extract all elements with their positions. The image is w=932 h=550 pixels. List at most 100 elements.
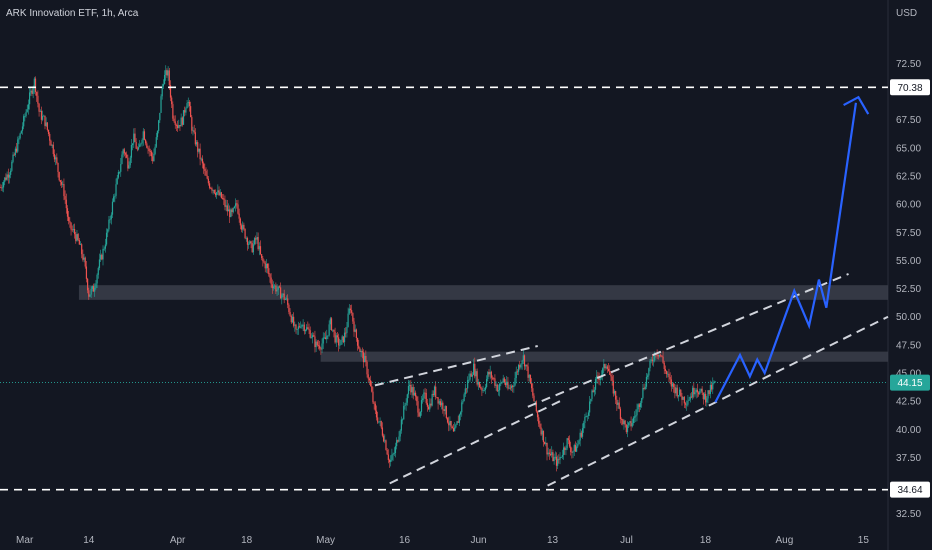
candle-body [461, 402, 463, 413]
candle-body [321, 343, 323, 350]
candle-body [369, 380, 372, 387]
candle-body [298, 326, 301, 328]
candle-body [85, 266, 88, 279]
candle-body [372, 391, 374, 403]
channel-1-upper-trendline[interactable] [374, 345, 538, 387]
candle-body [145, 139, 147, 144]
candle-body [239, 218, 241, 226]
candle-body [27, 104, 30, 110]
candle-body [531, 383, 533, 389]
candle-body [191, 117, 193, 131]
candle-body [219, 192, 221, 196]
upper-zone[interactable] [78, 285, 888, 300]
candle-body [142, 131, 144, 140]
candle-body [442, 402, 444, 410]
candle-body [552, 452, 554, 462]
support-badge [890, 481, 930, 498]
candle-body [204, 168, 206, 171]
candle-body [445, 406, 447, 419]
candle-body [361, 350, 363, 353]
candle-body [580, 432, 582, 437]
candle-body [473, 363, 475, 375]
candle-body [354, 329, 356, 332]
candle-body [654, 352, 656, 361]
projected-path-line[interactable] [714, 102, 858, 403]
candle-body [642, 388, 644, 398]
currency-label: USD [896, 8, 917, 19]
candle-body [532, 388, 534, 396]
candle-body [515, 371, 517, 379]
candle-body [300, 326, 302, 328]
candle-body [332, 329, 334, 331]
candle-body [203, 163, 205, 169]
candle-body [598, 377, 600, 380]
candle-body [182, 110, 185, 125]
candle-body [441, 402, 443, 406]
candle-body [135, 141, 137, 149]
candle-body [365, 355, 367, 362]
candle-body [696, 389, 698, 393]
candle-body [160, 96, 162, 113]
candle-body [514, 378, 516, 386]
x-tick-label: 18 [241, 535, 253, 546]
candle-body [11, 161, 13, 171]
channel-2-lower-trendline[interactable] [547, 315, 889, 487]
candle-body [714, 381, 716, 383]
y-tick-label: 57.50 [896, 228, 921, 239]
candle-body [366, 361, 368, 375]
candle-body [252, 244, 254, 253]
candle-body [75, 234, 77, 241]
candle-body [340, 339, 342, 345]
candle-body [210, 187, 212, 189]
candle-body [428, 406, 430, 410]
candle-body [266, 263, 269, 269]
x-tick-label: 16 [399, 535, 411, 546]
candle-body [392, 453, 394, 455]
candle-body [632, 417, 635, 424]
candle-body [12, 154, 14, 162]
candle-body [55, 157, 57, 160]
candle-body [560, 456, 562, 458]
candle-body [506, 381, 508, 386]
candle-body [258, 246, 260, 250]
candle-body [594, 378, 597, 390]
candle-body [596, 375, 598, 379]
candle-body [319, 345, 321, 349]
candle-body [73, 229, 76, 235]
candle-body [534, 401, 536, 403]
candle-body [355, 329, 357, 339]
channel-2-upper-trendline[interactable] [527, 273, 849, 408]
candle-body [58, 172, 60, 181]
candle-body [687, 400, 689, 405]
candle-body [291, 316, 294, 323]
candle-body [555, 456, 558, 466]
candle-body [29, 92, 31, 105]
channel-1-lower-trendline[interactable] [389, 399, 563, 485]
candle-body [296, 329, 298, 330]
candle-body [675, 387, 677, 394]
candle-body [700, 388, 702, 392]
candle-body [356, 338, 359, 346]
resistance-badge-text: 70.38 [897, 83, 922, 94]
candle-body [499, 383, 501, 391]
candle-body [5, 177, 7, 180]
candle-body [152, 156, 154, 162]
candle-body [381, 427, 384, 436]
candle-body [146, 143, 148, 148]
x-tick-label: Jul [620, 535, 633, 546]
candle-body [647, 375, 649, 377]
candle-body [692, 387, 694, 398]
candle-body [217, 190, 219, 193]
candle-body [0, 187, 1, 189]
lower-zone[interactable] [320, 351, 889, 362]
candle-body [670, 379, 672, 387]
candle-body [179, 125, 181, 127]
candle-body [197, 142, 199, 152]
candle-body [591, 390, 593, 399]
candle-body [353, 321, 355, 332]
candle-body [123, 149, 125, 154]
candle-body [432, 393, 434, 396]
candle-body [576, 446, 578, 452]
candle-body [631, 423, 633, 427]
